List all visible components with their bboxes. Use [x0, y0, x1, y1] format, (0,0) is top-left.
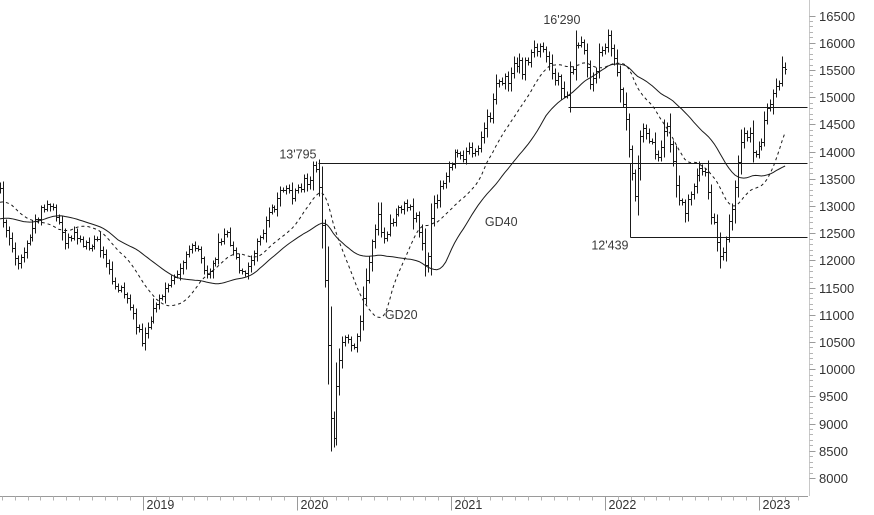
price-label-11500: 11500 [819, 281, 854, 296]
ohlc-bars-path [0, 29, 787, 452]
price-bars [0, 29, 787, 452]
price-label-9000: 9000 [819, 417, 848, 432]
price-label-14000: 14000 [819, 145, 855, 160]
year-label-2019: 2019 [147, 498, 175, 512]
time-axis: 2019 2020 2021 2022 2023 [0, 496, 808, 512]
gd40-line [0, 63, 786, 285]
year-label-2020: 2020 [301, 498, 329, 512]
price-label-15000: 15000 [819, 90, 855, 105]
price-label-15500: 15500 [819, 63, 855, 78]
price-label-12000: 12000 [819, 253, 855, 268]
year-label-2022: 2022 [609, 498, 637, 512]
price-label-16000: 16000 [819, 36, 855, 51]
annotation-gd20-label: GD20 [385, 308, 418, 322]
year-label-2021: 2021 [455, 498, 483, 512]
price-label-13500: 13500 [819, 172, 855, 187]
plot-area[interactable]: 13'795 12'439 [0, 29, 808, 452]
annotation-gd40-label: GD40 [485, 215, 518, 229]
price-label-10500: 10500 [819, 335, 855, 350]
year-label-2023: 2023 [763, 498, 791, 512]
price-label-12500: 12500 [819, 226, 855, 241]
annotation-high-16290: 16'290 [543, 13, 580, 27]
price-label-13000: 13000 [819, 199, 855, 214]
chart-annotations: 16'290 GD40 GD20 [385, 13, 581, 322]
price-label-9500: 9500 [819, 389, 848, 404]
price-axis: 8000 8500 9000 9500 10000 10500 11000 11500 1200… [809, 0, 855, 496]
level-label-12439: 12'439 [591, 239, 628, 253]
moving-average-lines [0, 62, 786, 319]
price-label-14500: 14500 [819, 117, 855, 132]
level-label-13795: 13'795 [279, 148, 316, 162]
price-label-16500: 16500 [819, 9, 855, 24]
price-label-11000: 11000 [819, 308, 854, 323]
price-label-8500: 8500 [819, 444, 848, 459]
gd20-line [0, 62, 786, 319]
support-resistance-lines: 13'795 12'439 [279, 107, 808, 253]
price-label-8000: 8000 [819, 471, 848, 486]
price-label-10000: 10000 [819, 362, 855, 377]
